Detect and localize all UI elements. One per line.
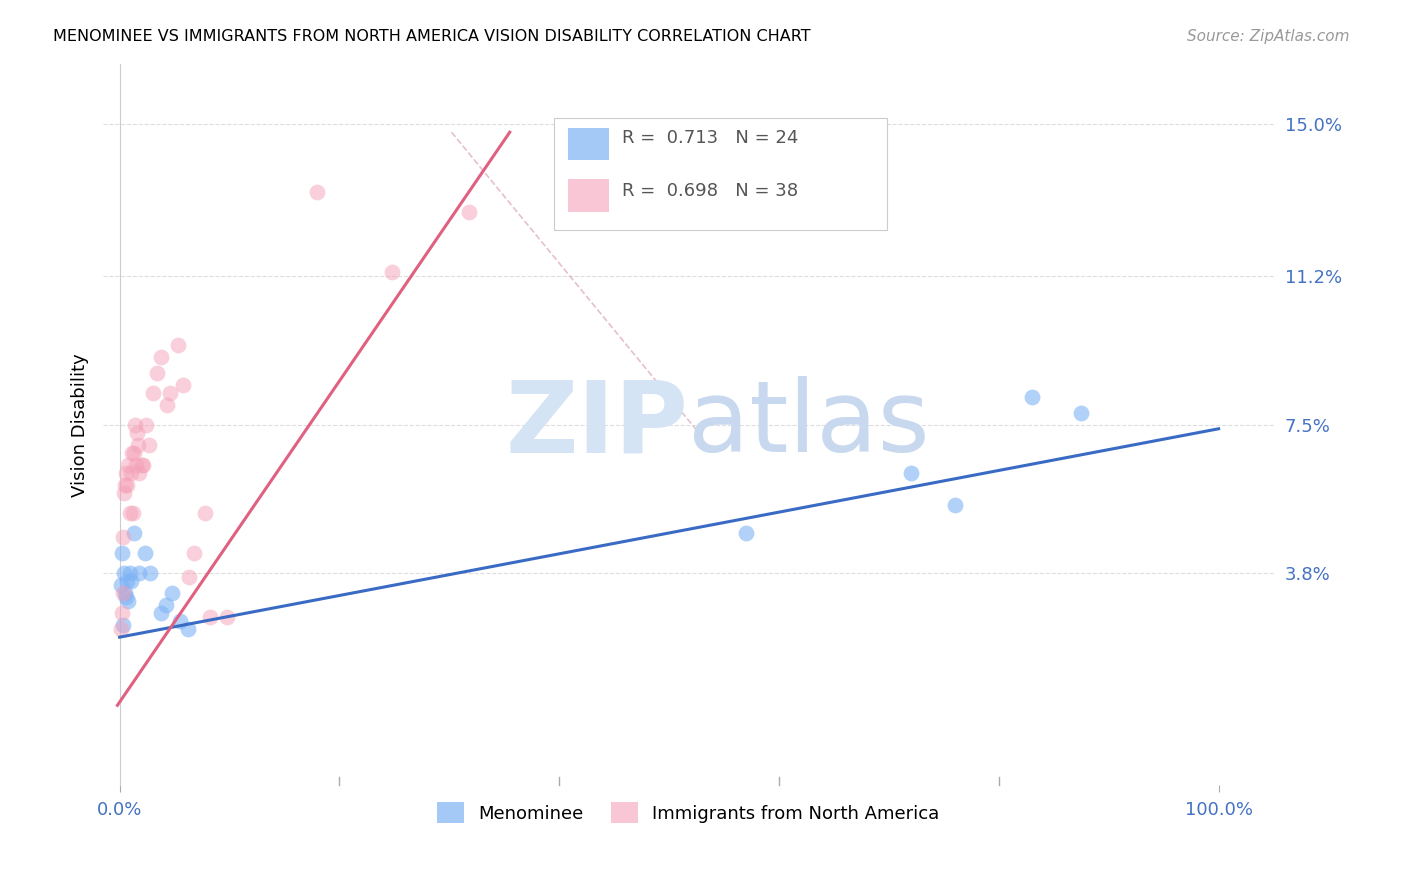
- Point: [115, 590, 138, 604]
- Bar: [568, 179, 609, 212]
- FancyBboxPatch shape: [554, 118, 887, 230]
- Point: [900, 466, 922, 480]
- Point: [128, 566, 150, 580]
- Point: [117, 594, 139, 608]
- Point: [121, 506, 143, 520]
- Point: [177, 622, 200, 636]
- Point: [117, 574, 139, 588]
- Point: [135, 417, 157, 432]
- Point: [138, 438, 160, 452]
- Point: [114, 586, 136, 600]
- Point: [169, 614, 191, 628]
- Point: [112, 566, 135, 580]
- Text: R =  0.713   N = 24: R = 0.713 N = 24: [621, 129, 799, 147]
- Point: [122, 525, 145, 540]
- Point: [111, 618, 134, 632]
- Bar: [568, 128, 609, 160]
- Point: [121, 446, 143, 460]
- Point: [118, 506, 141, 520]
- Point: [120, 574, 142, 588]
- Point: [125, 458, 148, 472]
- Point: [127, 438, 149, 452]
- Point: [172, 377, 194, 392]
- Point: [146, 366, 169, 380]
- Text: Source: ZipAtlas.com: Source: ZipAtlas.com: [1187, 29, 1350, 44]
- Text: ZIP: ZIP: [506, 376, 689, 474]
- Point: [134, 546, 156, 560]
- Point: [217, 610, 239, 624]
- Point: [111, 606, 134, 620]
- Point: [150, 350, 173, 364]
- Point: [111, 530, 134, 544]
- Text: MENOMINEE VS IMMIGRANTS FROM NORTH AMERICA VISION DISABILITY CORRELATION CHART: MENOMINEE VS IMMIGRANTS FROM NORTH AMERI…: [53, 29, 811, 44]
- Point: [307, 186, 329, 200]
- Point: [124, 417, 146, 432]
- Point: [118, 566, 141, 580]
- Point: [177, 570, 200, 584]
- Point: [150, 606, 173, 620]
- Point: [128, 466, 150, 480]
- Legend: Menominee, Immigrants from North America: Menominee, Immigrants from North America: [430, 796, 946, 830]
- Point: [142, 385, 165, 400]
- Point: [156, 398, 179, 412]
- Point: [159, 385, 181, 400]
- Point: [110, 622, 132, 636]
- Point: [114, 478, 136, 492]
- Point: [194, 506, 217, 520]
- Point: [127, 425, 149, 440]
- Point: [122, 446, 145, 460]
- Point: [110, 578, 132, 592]
- Point: [183, 546, 205, 560]
- Point: [115, 466, 138, 480]
- Point: [139, 566, 162, 580]
- Point: [735, 525, 758, 540]
- Point: [111, 546, 134, 560]
- Text: atlas: atlas: [689, 376, 929, 474]
- Point: [112, 486, 135, 500]
- Point: [117, 478, 139, 492]
- Point: [117, 458, 139, 472]
- Text: R =  0.698   N = 38: R = 0.698 N = 38: [621, 182, 797, 200]
- Point: [458, 205, 481, 219]
- Point: [155, 598, 177, 612]
- Point: [120, 466, 142, 480]
- Point: [198, 610, 221, 624]
- Point: [131, 458, 153, 472]
- Point: [162, 586, 184, 600]
- Point: [131, 458, 153, 472]
- Point: [381, 265, 404, 279]
- Point: [1021, 390, 1043, 404]
- Point: [1070, 406, 1092, 420]
- Point: [111, 586, 134, 600]
- Y-axis label: Vision Disability: Vision Disability: [72, 353, 89, 497]
- Point: [943, 498, 966, 512]
- Point: [167, 337, 190, 351]
